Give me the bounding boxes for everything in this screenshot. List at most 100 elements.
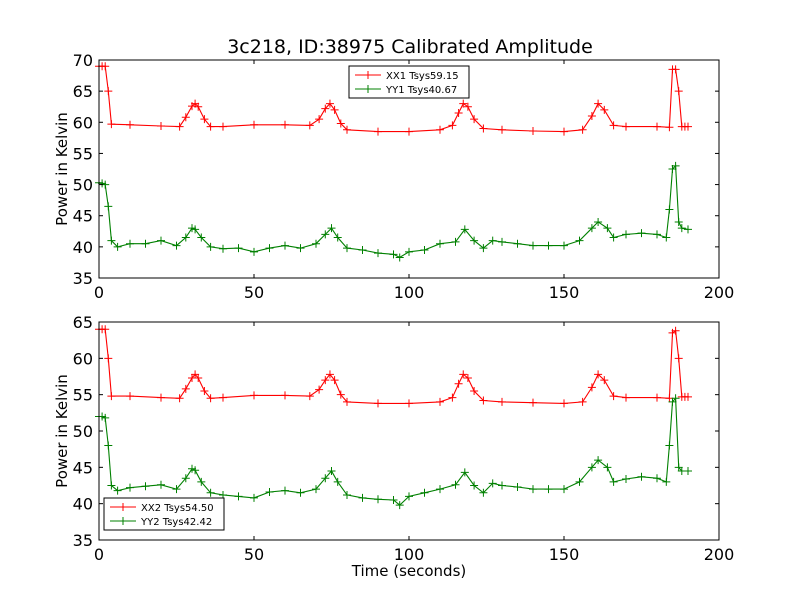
bottom-series-1-point: [498, 397, 506, 406]
bottom-series-2-point: [126, 483, 134, 492]
top-series-2-point: [181, 233, 190, 242]
bottom-series-1-point: [671, 326, 680, 335]
top-series-1-point: [560, 127, 568, 136]
top-y-tick-label: 65: [73, 82, 93, 101]
bottom-series-1-point: [684, 392, 692, 401]
top-series-1-point: [463, 102, 472, 111]
bottom-series-2-point: [436, 485, 444, 494]
bottom-series-1-point: [315, 385, 324, 394]
top-series-2-point: [460, 225, 469, 234]
top-x-tick-label: 0: [94, 283, 104, 302]
bottom-series-2-point: [206, 488, 215, 497]
top-series-1-point: [498, 125, 506, 134]
bottom-series-1-point: [250, 391, 258, 400]
bottom-series-2-point: [234, 492, 243, 501]
top-series-2-point: [665, 205, 674, 214]
top-series-2-point: [609, 233, 618, 242]
bottom-series-1-point: [104, 354, 113, 363]
bottom-series-2-point: [265, 488, 274, 497]
bottom-series-2-point: [587, 463, 596, 472]
bottom-series-1-point: [206, 394, 215, 403]
top-series-2-point: [662, 233, 671, 242]
bottom-series-1-point: [219, 393, 227, 402]
bottom-series-2-point: [498, 481, 506, 490]
bottom-series-1-point: [436, 397, 444, 406]
bottom-y-tick-label: 35: [73, 531, 93, 550]
bottom-series-1-point: [587, 383, 596, 392]
top-series-1-point: [194, 102, 203, 111]
top-legend-marker: [364, 71, 372, 79]
top-legend-box: [348, 65, 470, 99]
top-series-2-point: [603, 224, 612, 233]
top-series-1-point: [436, 125, 444, 134]
bottom-y-tick-label: 65: [73, 313, 93, 332]
top-series-2-point: [637, 229, 646, 238]
top-series-2-point: [684, 225, 692, 234]
bottom-series-2-point: [544, 485, 553, 494]
top-y-tick-label: 35: [73, 269, 93, 288]
top-series-1-point: [470, 115, 479, 124]
bottom-series-1-point: [578, 397, 587, 406]
bottom-series-1-point: [459, 370, 468, 379]
top-series-1-point: [107, 120, 116, 129]
top-series-2-point: [191, 225, 200, 234]
top-series-2-point: [560, 241, 568, 250]
top-series-2-point: [281, 241, 289, 250]
top-y-tick-label: 50: [73, 176, 93, 195]
top-series-2-point: [172, 241, 181, 250]
top-series-1-point: [336, 119, 345, 128]
top-series-2-point: [653, 230, 661, 239]
bottom-series-2-point: [321, 474, 330, 483]
top-series-2-point: [498, 237, 506, 246]
bottom-y-tick-label: 50: [73, 422, 93, 441]
bottom-series-1-point: [674, 354, 683, 363]
bottom-series-1-point: [374, 399, 382, 408]
bottom-series-2-point: [197, 477, 206, 486]
bottom-legend-box: [103, 497, 225, 531]
top-series-1-point: [448, 121, 457, 130]
top-series-2-point: [206, 242, 215, 251]
bottom-y-tick-label: 55: [73, 386, 93, 405]
bottom-y-tick-label: 40: [73, 495, 93, 514]
bottom-series-2-point: [479, 488, 488, 497]
top-series-1-point: [665, 123, 674, 132]
bottom-series-1-point: [325, 370, 334, 379]
top-series-1-point: [321, 104, 330, 113]
bottom-legend-marker: [119, 503, 127, 511]
bottom-series-2-point: [374, 495, 382, 504]
top-series-1-point: [674, 87, 683, 96]
top-series-1-point: [101, 62, 110, 71]
top-series-2: [95, 161, 692, 262]
bottom-series-2-point: [513, 482, 522, 491]
bottom-series-1-point: [281, 391, 289, 400]
top-y-tick-label: 40: [73, 238, 93, 257]
bottom-series-1-point: [126, 392, 134, 401]
top-series-1-point: [250, 120, 258, 129]
bottom-series-2-point: [420, 488, 429, 497]
bottom-series-1-point: [463, 373, 472, 382]
top-series-1-point: [578, 125, 587, 134]
top-series-2-point: [219, 244, 227, 253]
bottom-series-2-point: [312, 485, 320, 494]
bottom-series-2-point: [470, 481, 479, 490]
top-series-2-point: [594, 217, 603, 226]
bottom-x-tick-label: 50: [244, 545, 264, 564]
top-series-2-point: [343, 244, 351, 253]
top-series-2-point: [513, 239, 522, 248]
top-series-2-point: [234, 244, 243, 253]
bottom-legend: XX2 Tsys54.50 YY2 Tsys42.42: [103, 497, 225, 531]
top-series-2-point: [622, 230, 630, 239]
bottom-series-1-point: [107, 392, 116, 401]
bottom-series-1-point: [321, 376, 330, 385]
top-series-1-point: [405, 127, 413, 136]
bottom-series-2-point: [460, 468, 469, 477]
top-series-2-point: [674, 217, 683, 226]
bottom-series-1-point: [157, 393, 165, 402]
top-series-1-point: [609, 121, 618, 130]
bottom-series-2-point: [107, 481, 116, 490]
bottom-series-1-point: [622, 393, 630, 402]
top-series-2-point: [296, 244, 305, 253]
top-series-1: [95, 62, 692, 136]
top-series-2-point: [197, 233, 206, 242]
